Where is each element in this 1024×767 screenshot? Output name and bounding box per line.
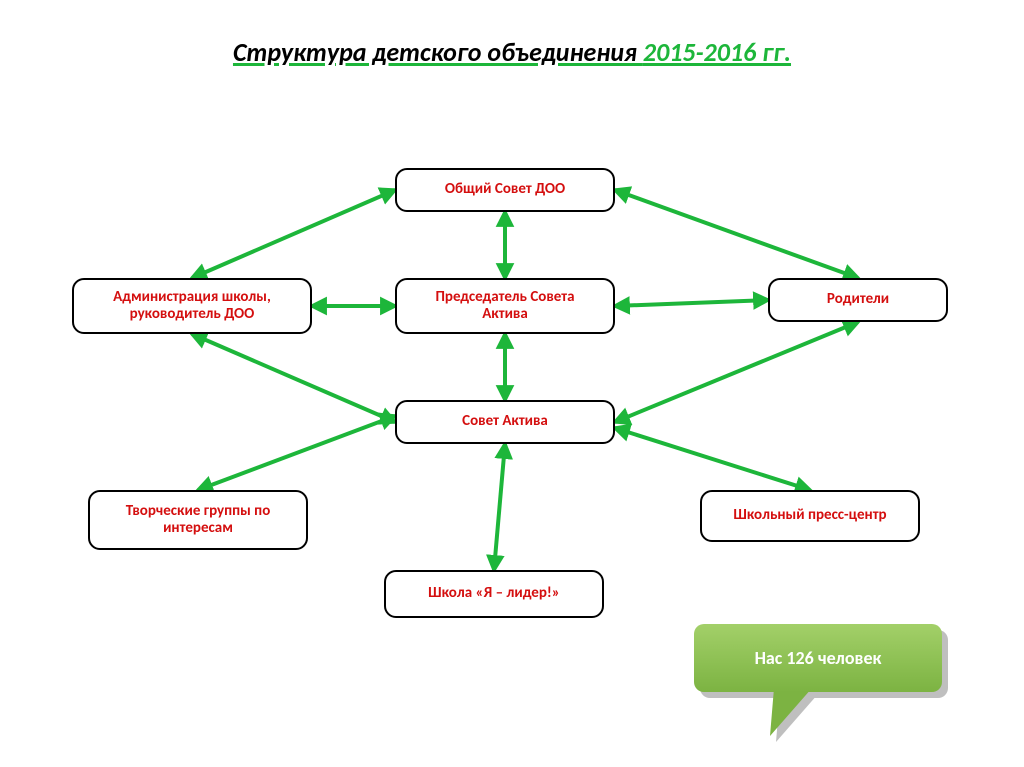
edge-left-mid <box>192 334 395 422</box>
node-bc-label: Школа «Я – лидер!» <box>428 585 560 602</box>
node-bl: Творческие группы поинтересам <box>88 490 308 550</box>
title-part-1: Структура детского объединения <box>233 36 643 68</box>
callout-text: Нас 126 человек <box>755 647 882 669</box>
node-mid: Совет Актива <box>395 400 615 444</box>
edge-mid-bc <box>494 444 505 570</box>
edge-mid-bl <box>198 416 395 490</box>
node-left-label: Администрация школы,руководитель ДОО <box>113 289 271 324</box>
node-top-label: Общий Совет ДОО <box>445 181 565 198</box>
edge-right-mid <box>615 322 858 422</box>
node-top: Общий Совет ДОО <box>395 168 615 212</box>
node-bc: Школа «Я – лидер!» <box>384 570 604 618</box>
edge-top-left <box>192 190 395 278</box>
title-part-2: 2015-2016 гг. <box>643 36 791 68</box>
edge-center-right <box>615 300 768 306</box>
node-left: Администрация школы,руководитель ДОО <box>72 278 312 334</box>
node-right: Родители <box>768 278 948 322</box>
node-center: Председатель СоветаАктива <box>395 278 615 334</box>
edge-top-right <box>615 190 858 278</box>
node-bl-label: Творческие группы поинтересам <box>126 503 271 538</box>
node-right-label: Родители <box>827 291 889 308</box>
page-title: Структура детского объединения 2015-2016… <box>0 36 1024 68</box>
node-br-label: Школьный пресс-центр <box>733 507 886 524</box>
node-mid-label: Совет Актива <box>462 413 548 430</box>
node-br: Школьный пресс-центр <box>700 490 920 542</box>
edge-mid-br <box>615 428 810 490</box>
count-callout: Нас 126 человек <box>694 624 942 692</box>
node-center-label: Председатель СоветаАктива <box>435 289 574 324</box>
diagram-stage: Структура детского объединения 2015-2016… <box>0 0 1024 767</box>
